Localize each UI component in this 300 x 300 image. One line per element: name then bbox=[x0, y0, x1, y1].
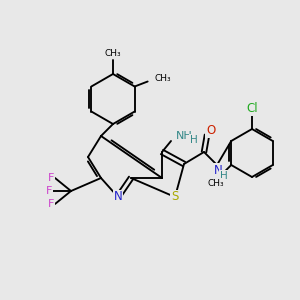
Text: CH₃: CH₃ bbox=[105, 49, 121, 58]
Text: CH₃: CH₃ bbox=[208, 178, 224, 188]
Text: H: H bbox=[220, 171, 228, 181]
Text: F: F bbox=[48, 199, 54, 209]
Text: F: F bbox=[46, 186, 52, 196]
Text: N: N bbox=[214, 164, 222, 176]
Text: Cl: Cl bbox=[246, 103, 258, 116]
Text: NH: NH bbox=[176, 131, 193, 141]
Text: CH₃: CH₃ bbox=[155, 74, 171, 83]
Text: N: N bbox=[114, 190, 122, 203]
Text: O: O bbox=[206, 124, 216, 137]
Text: F: F bbox=[48, 173, 54, 183]
Text: H: H bbox=[190, 135, 198, 145]
Text: S: S bbox=[171, 190, 179, 203]
